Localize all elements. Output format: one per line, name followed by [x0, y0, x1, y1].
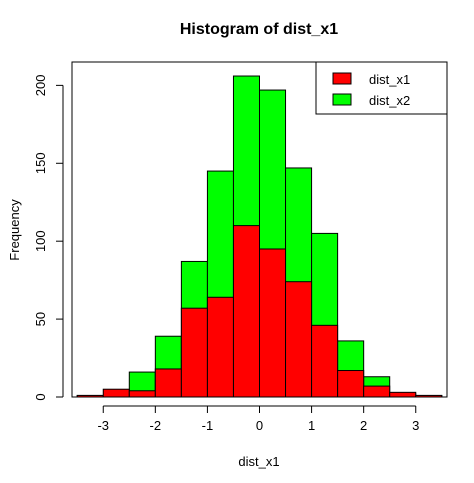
x-axis-label: dist_x1 [238, 454, 279, 469]
y-tick-label: 100 [33, 230, 48, 252]
legend-label-dist-x1: dist_x1 [369, 72, 410, 87]
bar-dist-x1-12 [389, 391, 417, 398]
x-tick-label: -2 [150, 418, 162, 433]
bar-dist-x1-10 [337, 370, 365, 398]
y-axis-label: Frequency [7, 199, 22, 261]
bar-dist-x1-7 [259, 248, 287, 398]
y-tick-label: 200 [33, 75, 48, 97]
legend-swatch-dist-x1 [332, 72, 352, 85]
x-axis: -3 -2 -1 0 1 2 3 [97, 405, 419, 433]
x-tick-label: 1 [308, 418, 315, 433]
x-tick-label: 3 [412, 418, 419, 433]
bar-dist-x1-9 [311, 324, 339, 398]
legend: dist_x1 dist_x2 [315, 61, 448, 115]
bar-dist-x1-1 [102, 388, 130, 398]
legend-swatch-dist-x2 [332, 93, 352, 106]
y-tick-label: 50 [33, 312, 48, 326]
x-tick-label: -3 [97, 418, 109, 433]
bar-dist-x1-2 [128, 390, 156, 398]
bar-dist-x1-11 [363, 385, 391, 398]
bar-dist-x1-5 [206, 296, 234, 398]
plot-box [71, 61, 448, 398]
x-tick-label: 2 [360, 418, 367, 433]
y-tick-label: 0 [33, 393, 48, 400]
bar-dist-x1-6 [232, 225, 261, 398]
x-tick-label: 0 [256, 418, 263, 433]
bar-dist-x1-3 [154, 368, 182, 398]
x-tick-label: -1 [202, 418, 214, 433]
bar-dist-x1-4 [180, 307, 208, 398]
y-tick-label: 150 [33, 152, 48, 174]
bar-dist-x1-8 [285, 281, 313, 398]
bars-layer [76, 75, 443, 398]
y-axis: 0 50 100 150 200 [33, 75, 64, 401]
legend-label-dist-x2: dist_x2 [369, 93, 410, 108]
chart-title: Histogram of dist_x1 [180, 21, 338, 38]
